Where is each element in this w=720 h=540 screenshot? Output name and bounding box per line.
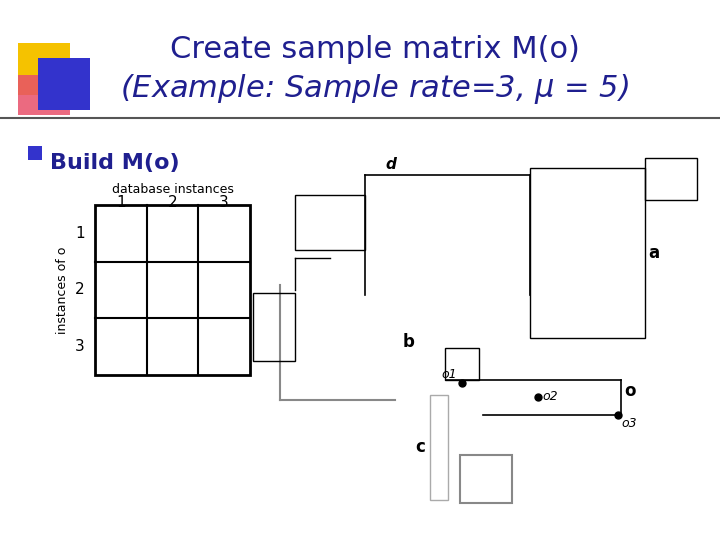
Text: 1: 1 [76, 226, 85, 241]
Text: 1: 1 [116, 195, 126, 210]
Bar [295, 195, 365, 250]
Text: o1: o1 [441, 368, 457, 381]
Text: (Example: Sample rate=3, $\it{\mu}$ = 5): (Example: Sample rate=3, $\it{\mu}$ = 5) [120, 72, 629, 106]
Text: database instances: database instances [112, 183, 233, 196]
Text: d: d [385, 157, 396, 172]
Text: 3: 3 [76, 339, 85, 354]
Bar [28, 146, 42, 160]
Bar [18, 43, 70, 95]
Text: Build M(o): Build M(o) [50, 153, 179, 173]
Bar [253, 293, 295, 361]
Text: o: o [624, 382, 636, 400]
Bar [530, 168, 645, 338]
Text: o2: o2 [542, 390, 557, 403]
Text: c: c [415, 438, 425, 456]
Bar [645, 158, 697, 200]
Text: 2: 2 [76, 282, 85, 298]
Bar [460, 455, 512, 503]
Text: instances of o: instances of o [56, 246, 70, 334]
Bar [430, 395, 448, 500]
Text: o3: o3 [621, 417, 636, 430]
Text: Create sample matrix M(o): Create sample matrix M(o) [170, 35, 580, 64]
Text: 3: 3 [220, 195, 229, 210]
Bar [38, 58, 90, 110]
Bar [18, 75, 70, 115]
Bar [95, 205, 250, 375]
Bar [445, 348, 479, 380]
Text: b: b [403, 333, 415, 351]
Text: a: a [648, 244, 659, 262]
Text: 2: 2 [168, 195, 177, 210]
